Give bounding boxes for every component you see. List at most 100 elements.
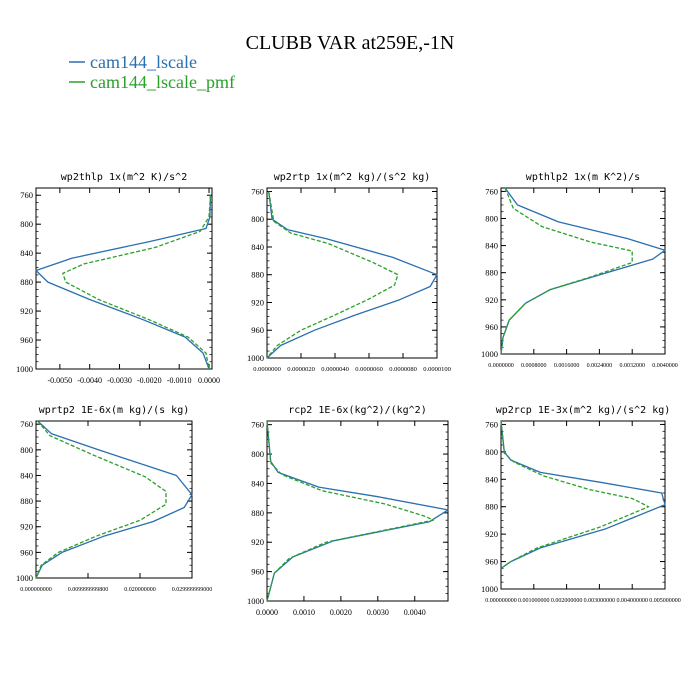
series-line-lscale-pmf <box>266 420 434 602</box>
plot-frame <box>35 187 213 370</box>
x-tick-label: -0.0050 <box>48 376 73 385</box>
y-tick-label: 840 <box>251 242 264 252</box>
y-tick-label: 840 <box>20 248 33 258</box>
x-tick-label: 0.0024000 <box>587 363 613 369</box>
y-tick-label: 800 <box>485 447 498 457</box>
series-line-lscale <box>500 187 666 355</box>
panel-2: wp2rtp 1x(m^2 kg)/(s^2 kg) 760 800 840 880 92… <box>247 172 451 373</box>
y-tick-label: 880 <box>251 508 264 518</box>
y-tick-label: 920 <box>20 306 33 316</box>
x-tick-label: 0.0000080 <box>389 366 417 373</box>
y-tick-label: 880 <box>251 270 264 280</box>
x-tick-label: 0.0000000 <box>488 363 514 369</box>
series-line-lscale-pmf <box>62 195 212 370</box>
y-tick-label: 760 <box>251 420 264 430</box>
y-tick-label: 920 <box>251 297 264 307</box>
y-tick-label: 840 <box>485 241 498 251</box>
legend-label-lscale: cam144_lscale <box>90 52 197 72</box>
series-line-lscale-pmf <box>500 420 650 569</box>
y-tick-label: 800 <box>251 214 264 224</box>
plot-frame <box>500 420 666 590</box>
legend: cam144_lscale cam144_lscale_pmf <box>69 52 235 92</box>
x-tick-label: 0.020000000 <box>124 587 156 593</box>
x-tick-label: 0.029999999000 <box>172 587 213 593</box>
x-tick-label: 0.0020 <box>330 608 352 617</box>
y-tick-label: 760 <box>20 190 33 200</box>
x-tick-label: 0.0016000 <box>554 363 580 369</box>
y-tick-label: 920 <box>20 522 33 532</box>
series-line-lscale-pmf <box>266 191 399 359</box>
series-line-lscale-pmf <box>500 187 633 355</box>
y-tick-label: 840 <box>485 474 498 484</box>
y-tick-label: 760 <box>20 419 33 429</box>
panel-title: wp2rcp 1E-3x(m^2 kg)/(s^2 kg) <box>496 405 671 416</box>
y-tick-label: 760 <box>485 419 498 429</box>
legend-label-lscale-pmf: cam144_lscale_pmf <box>90 72 235 92</box>
x-tick-label: 0.0008000 <box>521 363 547 369</box>
panel-title: wprtp2 1E-6x(m kg)/(s kg) <box>39 405 190 416</box>
y-tick-label: 960 <box>485 322 498 332</box>
x-tick-label: 0.005000000 <box>649 598 681 604</box>
x-tick-label: 0.009999999800 <box>68 587 109 593</box>
x-tick-label: -0.0040 <box>77 376 102 385</box>
y-tick-label: 880 <box>485 268 498 278</box>
y-tick-label: 800 <box>251 449 264 459</box>
y-tick-label: 760 <box>251 186 264 196</box>
panel-title: wp2rtp 1x(m^2 kg)/(s^2 kg) <box>274 172 431 183</box>
x-tick-label: -0.0020 <box>137 376 162 385</box>
x-tick-label: 0.0000020 <box>287 366 315 373</box>
y-tick-label: 1000 <box>16 573 33 583</box>
y-tick-label: 760 <box>485 186 498 196</box>
y-tick-label: 1000 <box>481 349 498 359</box>
y-tick-label: 920 <box>485 529 498 539</box>
panel-5: rcp2 1E-6x(kg^2)/(kg^2) 760 800 840 880 920 96… <box>247 405 449 617</box>
panel-title: wp2thlp 1x(m^2 K)/s^2 <box>61 172 187 183</box>
x-tick-label: 0.0030 <box>367 608 389 617</box>
plot-frame <box>266 420 449 602</box>
x-tick-label: 0.002000000 <box>551 598 583 604</box>
figure-title: CLUBB VAR at259E,-1N <box>246 32 455 54</box>
y-tick-label: 1000 <box>247 353 264 363</box>
plot-frame <box>35 420 193 579</box>
y-tick-label: 880 <box>20 277 33 287</box>
series-line-lscale <box>35 195 212 370</box>
x-tick-label: -0.0010 <box>167 376 192 385</box>
x-tick-label: 0.0000040 <box>321 366 349 373</box>
x-tick-label: 0.0000100 <box>423 366 451 373</box>
x-tick-label: 0.0040 <box>404 608 426 617</box>
panel-1: wp2thlp 1x(m^2 K)/s^2 760 800 840 880 920 960 1… <box>16 172 220 385</box>
y-tick-label: 960 <box>485 557 498 567</box>
y-tick-label: 920 <box>485 295 498 305</box>
series-line-lscale <box>266 420 449 602</box>
x-tick-label: 0.0032000 <box>619 363 645 369</box>
panel-4: wprtp2 1E-6x(m kg)/(s kg) 760 800 840 880 920… <box>16 405 212 593</box>
panel-3: wpthlp2 1x(m K^2)/s 760 800 840 880 920 960 100… <box>481 172 678 369</box>
x-tick-label: 0.003000000 <box>584 598 616 604</box>
x-tick-label: 0.0000060 <box>355 366 383 373</box>
series-line-lscale <box>266 191 438 359</box>
panel-title: wpthlp2 1x(m K^2)/s <box>526 172 640 183</box>
x-tick-label: 0.0040000 <box>652 363 678 369</box>
y-tick-label: 880 <box>485 502 498 512</box>
y-tick-label: 800 <box>20 219 33 229</box>
y-tick-label: 960 <box>20 547 33 557</box>
x-tick-label: 0.001000000 <box>518 598 550 604</box>
x-tick-label: -0.0030 <box>107 376 132 385</box>
x-tick-label: 0.0000 <box>256 608 278 617</box>
series-line-lscale <box>500 420 666 569</box>
x-tick-label: 0.000000000 <box>485 598 517 604</box>
y-tick-label: 800 <box>20 445 33 455</box>
series-line-lscale <box>35 420 193 579</box>
y-tick-label: 840 <box>251 478 264 488</box>
x-tick-label: 0.0000000 <box>253 366 281 373</box>
panels: wp2thlp 1x(m^2 K)/s^2 760 800 840 880 920 960 1… <box>16 172 681 617</box>
y-tick-label: 1000 <box>16 364 33 374</box>
x-tick-label: 0.004000000 <box>616 598 648 604</box>
plot-frame <box>500 187 666 355</box>
series-line-lscale-pmf <box>35 420 167 579</box>
panel-6: wp2rcp 1E-3x(m^2 kg)/(s^2 kg) 760 800 840 88… <box>481 405 681 604</box>
x-tick-label: 0.0000 <box>198 376 220 385</box>
y-tick-label: 920 <box>251 537 264 547</box>
x-tick-label: 0.0010 <box>293 608 315 617</box>
